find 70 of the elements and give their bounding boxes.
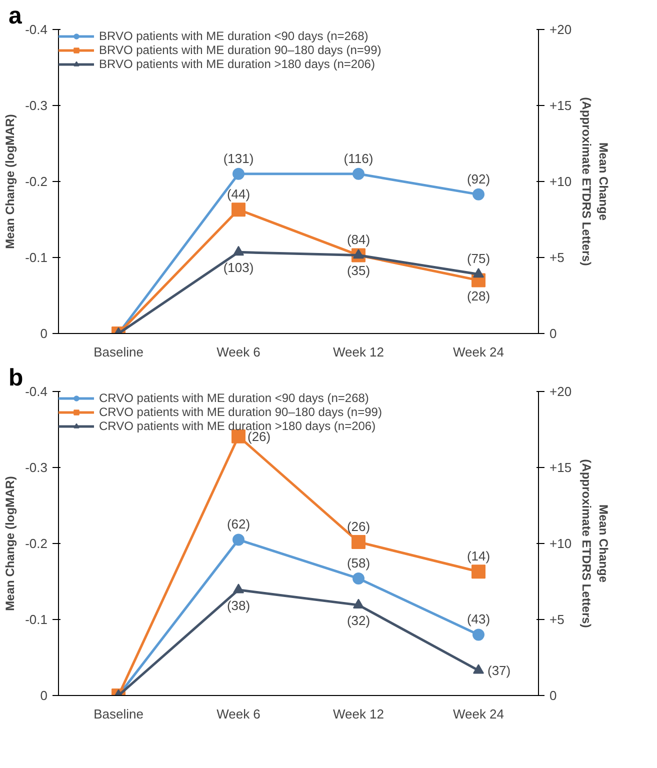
chart-title: b bbox=[8, 364, 24, 392]
point bbox=[472, 188, 484, 200]
annotation: (35) bbox=[346, 263, 370, 278]
y-tick-label: 0 bbox=[40, 326, 48, 341]
point bbox=[353, 598, 364, 608]
y2-axis-title: Mean Change (Approximate ETDRS Letters) bbox=[580, 97, 610, 266]
x-tick-label: Baseline bbox=[94, 344, 144, 360]
y2-tick-label: +20 bbox=[550, 22, 572, 37]
annotation: (62) bbox=[226, 516, 250, 532]
legend-label: CRVO patients with ME duration 90–180 days (n=99) bbox=[99, 405, 382, 419]
point bbox=[473, 268, 484, 278]
annotation: (84) bbox=[346, 232, 370, 248]
annotation: (58) bbox=[346, 555, 370, 570]
annotation: (44) bbox=[226, 186, 250, 202]
legend-label: BRVO patients with ME duration >180 days (n=206) bbox=[99, 57, 375, 71]
legend-label: CRVO patients with ME duration <90 days (n=268) bbox=[99, 391, 369, 405]
point bbox=[352, 572, 364, 584]
y-tick-label: -0.3 bbox=[25, 98, 48, 113]
x-tick-label: Week 24 bbox=[452, 344, 504, 360]
annotation: (103) bbox=[223, 260, 254, 276]
annotation: (131) bbox=[223, 150, 254, 166]
annotation: (38) bbox=[226, 598, 250, 613]
x-tick-label: Week 6 bbox=[216, 344, 260, 360]
y-tick-label: -0.2 bbox=[25, 174, 48, 189]
y-tick-label: 0 bbox=[40, 688, 48, 703]
y-tick-label: -0.4 bbox=[25, 22, 48, 37]
annotation: (28) bbox=[466, 288, 490, 304]
x-tick-label: Week 6 bbox=[216, 706, 260, 722]
point bbox=[233, 584, 244, 594]
point bbox=[352, 534, 366, 549]
y2-tick-label: +20 bbox=[550, 384, 572, 399]
legend-label: BRVO patients with ME duration <90 days (n=268) bbox=[99, 29, 368, 43]
y-tick-label: -0.3 bbox=[25, 460, 48, 475]
y-tick-label: -0.4 bbox=[25, 384, 48, 399]
y2-tick-label: +15 bbox=[550, 460, 572, 475]
x-tick-label: Week 12 bbox=[332, 706, 384, 722]
annotation: (37) bbox=[488, 662, 511, 678]
annotation: (75) bbox=[466, 251, 490, 266]
y2-tick-label: 0 bbox=[550, 326, 557, 341]
annotation: (92) bbox=[466, 171, 490, 186]
y-tick-label: -0.2 bbox=[25, 536, 48, 551]
annotation: (116) bbox=[344, 150, 374, 166]
annotation: (32) bbox=[346, 613, 370, 628]
y-axis-title: Mean Change (logMAR) bbox=[3, 114, 18, 249]
y2-tick-label: +5 bbox=[550, 612, 564, 627]
annotation: (26) bbox=[346, 518, 370, 534]
y2-tick-label: 0 bbox=[550, 688, 557, 703]
point bbox=[232, 534, 244, 546]
annotation: (14) bbox=[466, 548, 490, 564]
x-tick-label: Baseline bbox=[94, 706, 144, 722]
point bbox=[473, 664, 484, 674]
point bbox=[232, 168, 244, 180]
y2-tick-label: +15 bbox=[550, 98, 572, 113]
point bbox=[233, 246, 244, 256]
y-axis-title: Mean Change (logMAR) bbox=[3, 476, 18, 611]
y2-tick-label: +10 bbox=[550, 174, 572, 189]
y2-axis-title: Mean Change (Approximate ETDRS Letters) bbox=[580, 459, 610, 628]
x-tick-label: Week 24 bbox=[452, 706, 504, 722]
legend-label: CRVO patients with ME duration >180 days (n=206) bbox=[99, 419, 376, 433]
y-tick-label: -0.1 bbox=[25, 250, 48, 265]
point bbox=[352, 168, 364, 180]
chart-title: a bbox=[8, 2, 22, 30]
y2-tick-label: +10 bbox=[550, 536, 572, 551]
legend-label: BRVO patients with ME duration 90–180 days (n=99) bbox=[99, 43, 382, 57]
y2-tick-label: +5 bbox=[550, 250, 564, 265]
annotation: (43) bbox=[466, 612, 490, 627]
x-tick-label: Week 12 bbox=[332, 344, 384, 360]
point bbox=[472, 564, 486, 579]
point bbox=[232, 202, 246, 217]
y-tick-label: -0.1 bbox=[25, 612, 48, 627]
